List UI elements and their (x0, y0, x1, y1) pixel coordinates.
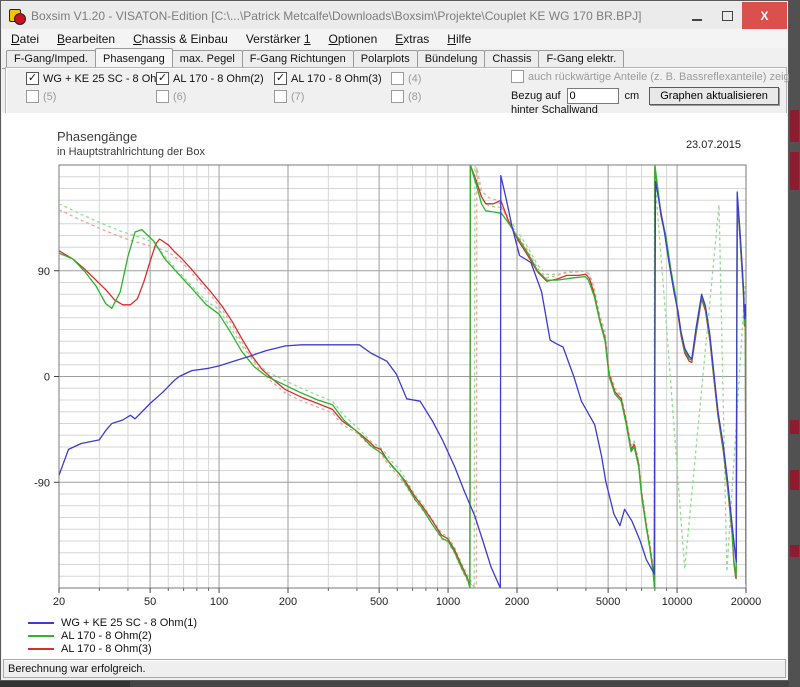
maximize-button[interactable] (712, 2, 742, 29)
curve-checkbox-5: (5) (26, 90, 56, 103)
update-graphs-button[interactable]: Graphen aktualisieren (649, 87, 779, 105)
curve-checkbox-4: (4) (391, 72, 421, 85)
checkbox-icon (511, 70, 524, 83)
tab-f-gang-elektr[interactable]: F-Gang elektr. (538, 50, 625, 68)
tab-f-gang-imped[interactable]: F-Gang/Imped. (6, 50, 96, 68)
checkbox-label: (6) (173, 90, 187, 103)
svg-text:20: 20 (53, 596, 65, 608)
close-button[interactable]: X (742, 2, 787, 29)
window-title: Boxsim V1.20 - VISATON-Edition [C:\...\P… (31, 8, 642, 23)
boxsim-app-icon (9, 8, 26, 25)
svg-text:20000: 20000 (731, 596, 762, 608)
title-bar: Boxsim V1.20 - VISATON-Edition [C:\...\P… (2, 2, 787, 30)
checkbox-label: AL 170 - 8 Ohm(3) (291, 72, 382, 85)
taskbar-strip (0, 681, 789, 687)
minimize-icon (692, 18, 702, 21)
menu-item-verstärker-1[interactable]: Verstärker 1 (245, 31, 311, 46)
legend-label: WG + KE 25 SC - 8 Ohm(1) (61, 616, 198, 629)
menu-item-bearbeiten[interactable]: Bearbeiten (57, 31, 116, 46)
checkbox-label: auch rückwärtige Anteile (z. B. Bassrefl… (528, 70, 800, 83)
cm-unit-label: cm (624, 90, 640, 102)
checkbox-icon[interactable]: ✓ (274, 72, 287, 85)
legend-line-swatch (28, 634, 54, 637)
checkbox-icon (274, 90, 287, 103)
chart-date: 23.07.2015 (685, 139, 741, 151)
phase-chart-area: Phasengänge in Hauptstrahlrichtung der B… (2, 113, 787, 659)
legend-label: AL 170 - 8 Ohm(3) (61, 642, 152, 655)
svg-text:200: 200 (279, 596, 297, 608)
legend-line-swatch (28, 621, 54, 624)
tab-bündelung[interactable]: Bündelung (416, 50, 486, 68)
status-message: Berechnung war erfolgreich. (8, 662, 146, 675)
svg-text:500: 500 (370, 596, 388, 608)
checkbox-icon (156, 90, 169, 103)
background-window-fragment (790, 420, 799, 434)
curve-checkbox-6: (6) (156, 90, 186, 103)
curve-checkbox-al-170-8-ohm-2[interactable]: ✓ AL 170 - 8 Ohm(2) (156, 72, 264, 85)
desktop-background-strip (789, 0, 800, 687)
chart-subtitle: in Hauptstrahlrichtung der Box (57, 146, 205, 158)
svg-text:0: 0 (44, 372, 50, 384)
tab-polarplots[interactable]: Polarplots (352, 50, 418, 68)
menu-item-chassis-einbau[interactable]: Chassis & Einbau (133, 31, 228, 46)
bezug-distance-input[interactable] (566, 88, 619, 104)
checkbox-label: (7) (291, 90, 305, 103)
legend-label: AL 170 - 8 Ohm(2) (61, 629, 152, 642)
menu-item-extras[interactable]: Extras (395, 31, 430, 46)
svg-text:10000: 10000 (662, 596, 693, 608)
tab-f-gang-richtungen[interactable]: F-Gang Richtungen (241, 50, 354, 68)
rear-parts-checkbox: auch rückwärtige Anteile (z. B. Bassrefl… (511, 70, 800, 83)
legend-line-swatch (28, 647, 54, 650)
menu-item-optionen[interactable]: Optionen (328, 31, 378, 46)
legend-item: AL 170 - 8 Ohm(2) (28, 629, 197, 642)
checkbox-icon (391, 90, 404, 103)
svg-text:50: 50 (144, 596, 156, 608)
curve-checkbox-7: (7) (274, 90, 304, 103)
minimize-button[interactable] (682, 2, 712, 29)
checkbox-label: (5) (43, 90, 57, 103)
curve-checkbox-8: (8) (391, 90, 421, 103)
checkbox-label: AL 170 - 8 Ohm(2) (173, 72, 264, 85)
chart-title: Phasengänge (57, 129, 138, 144)
background-window-fragment (790, 470, 799, 490)
svg-text:-90: -90 (34, 477, 50, 489)
svg-text:90: 90 (38, 266, 50, 278)
checkbox-icon[interactable]: ✓ (26, 72, 39, 85)
checkbox-icon[interactable]: ✓ (156, 72, 169, 85)
svg-text:1000: 1000 (436, 596, 460, 608)
legend-item: WG + KE 25 SC - 8 Ohm(1) (28, 616, 197, 629)
curve-checkbox-al-170-8-ohm-3[interactable]: ✓ AL 170 - 8 Ohm(3) (274, 72, 382, 85)
menu-item-hilfe[interactable]: Hilfe (447, 31, 472, 46)
checkbox-label: (4) (408, 72, 422, 85)
chart-legend: WG + KE 25 SC - 8 Ohm(1) AL 170 - 8 Ohm(2… (28, 616, 197, 655)
tab-chassis[interactable]: Chassis (484, 50, 540, 68)
checkbox-icon (391, 72, 404, 85)
svg-text:5000: 5000 (596, 596, 620, 608)
tab-phasengang[interactable]: Phasengang (94, 48, 173, 69)
maximize-icon (721, 10, 733, 21)
legend-item: AL 170 - 8 Ohm(3) (28, 642, 197, 655)
background-window-fragment (790, 110, 799, 142)
menu-item-datei[interactable]: Datei (11, 31, 40, 46)
checkbox-label: WG + KE 25 SC - 8 Ohm (43, 72, 166, 85)
tab-max-pegel[interactable]: max. Pegel (171, 50, 243, 68)
svg-text:2000: 2000 (505, 596, 529, 608)
background-window-fragment (790, 152, 799, 190)
phase-plot: 20 50 100 200 500 1000 2000 5000 10000 20000 90 0 -9… (34, 164, 762, 608)
svg-text:100: 100 (210, 596, 228, 608)
menu-bar: Datei Bearbeiten Chassis & Einbau Verstärke… (2, 29, 787, 48)
bezug-auf-label: Bezug auf (511, 90, 561, 102)
checkbox-icon (26, 90, 39, 103)
checkbox-label: (8) (408, 90, 422, 103)
background-window-fragment (790, 545, 799, 557)
status-bar: Berechnung war erfolgreich. (3, 659, 786, 678)
curve-filter-panel: Bezug auf cm Graphen aktualisieren hinte… (5, 67, 800, 116)
tab-bar: F-Gang/Imped. Phasengang max. Pegel F-Gang … (2, 48, 787, 69)
curve-checkbox-wg-ke-25-sc-8-ohm[interactable]: ✓ WG + KE 25 SC - 8 Ohm (26, 72, 166, 85)
